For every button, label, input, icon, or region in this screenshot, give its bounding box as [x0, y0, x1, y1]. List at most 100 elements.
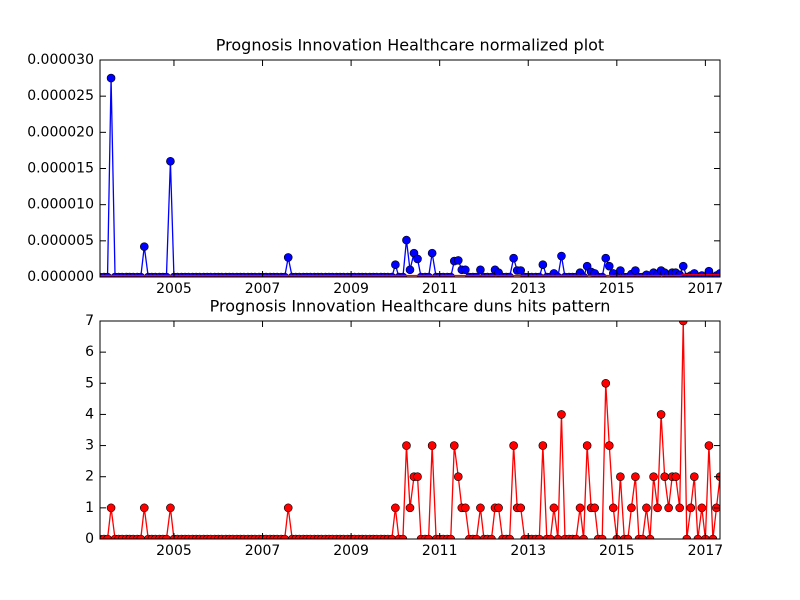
x-tick-label: 2009 [333, 281, 369, 297]
data-point [653, 503, 662, 513]
data-point [557, 251, 566, 261]
x-tick-label: 2011 [422, 543, 458, 559]
x-tick-label: 2005 [156, 543, 192, 559]
data-point [690, 472, 699, 482]
data-point [402, 441, 411, 450]
y-tick-label: 1 [85, 500, 94, 516]
data-point [590, 503, 599, 513]
data-point [538, 441, 548, 450]
data-point [391, 503, 400, 513]
data-point [166, 156, 175, 166]
data-point [162, 534, 171, 539]
data-point [453, 256, 463, 265]
x-tick-label: 2007 [245, 281, 281, 297]
data-point [453, 472, 463, 482]
y-tick-label: 0.000020 [27, 124, 94, 140]
data-point [535, 534, 544, 539]
data-point [509, 253, 518, 263]
y-tick-label: 0 [85, 531, 94, 547]
data-point [398, 534, 408, 539]
data-point [704, 441, 714, 450]
data-point [283, 503, 293, 513]
data-point [575, 503, 585, 513]
x-tick-label: 2017 [688, 543, 724, 559]
data-point [642, 503, 651, 513]
x-tick-label: 2009 [333, 543, 369, 559]
plot-area [100, 321, 720, 539]
data-point [638, 534, 647, 539]
data-point [494, 503, 503, 513]
data-point [461, 503, 470, 513]
data-point [106, 503, 116, 513]
data-point [139, 242, 149, 251]
data-point [391, 260, 400, 270]
y-tick-label: 4 [85, 406, 94, 422]
data-point [516, 266, 526, 275]
y-tick-label: 5 [85, 375, 94, 391]
data-point [505, 534, 514, 539]
data-point [387, 534, 397, 539]
data-point [427, 441, 437, 450]
data-point [678, 261, 688, 271]
series-line [100, 274, 720, 277]
data-point [682, 534, 692, 539]
data-point [516, 503, 526, 513]
data-point [571, 534, 581, 539]
data-point [664, 503, 673, 513]
data-point [582, 441, 592, 450]
y-tick-label: 0.000030 [27, 52, 94, 68]
y-tick-label: 3 [85, 438, 94, 454]
data-point [608, 503, 618, 513]
y-tick-label: 0.000000 [27, 269, 94, 285]
data-point [446, 534, 456, 539]
data-point [487, 534, 496, 539]
data-point [675, 503, 685, 513]
y-tick-label: 0.000025 [27, 88, 94, 104]
data-point [557, 410, 566, 419]
data-point [623, 534, 633, 539]
y-tick-label: 7 [85, 313, 94, 329]
data-point [631, 472, 640, 482]
data-point [645, 534, 655, 539]
data-point [280, 534, 289, 539]
axes-frame [99, 320, 721, 540]
x-tick-label: 2005 [156, 281, 192, 297]
data-point [597, 534, 607, 539]
data-point [708, 534, 718, 539]
y-tick-label: 0.000010 [27, 197, 94, 213]
data-point [604, 261, 614, 271]
data-point [405, 265, 415, 275]
data-point [103, 534, 112, 539]
data-point [697, 503, 707, 513]
data-point [461, 265, 470, 275]
data-point [166, 503, 175, 513]
data-point [424, 534, 433, 539]
data-point [472, 534, 481, 539]
data-point [509, 441, 518, 450]
data-point [283, 253, 293, 262]
data-point [449, 441, 459, 450]
data-point [405, 503, 415, 513]
data-point [616, 472, 625, 482]
x-tick-label: 2017 [688, 281, 724, 297]
data-point [427, 248, 437, 258]
x-tick-label: 2015 [599, 543, 635, 559]
plot-area [100, 73, 720, 277]
data-point [549, 503, 559, 513]
x-tick-label: 2013 [510, 281, 546, 297]
data-point [601, 378, 611, 388]
data-point [660, 472, 669, 482]
data-point [649, 472, 658, 482]
data-point [476, 265, 485, 275]
data-point [139, 503, 149, 513]
data-point [627, 503, 636, 513]
data-point [106, 73, 116, 83]
data-point [693, 534, 703, 539]
data-point [476, 503, 485, 513]
data-point [546, 534, 555, 539]
data-point [538, 260, 548, 270]
x-tick-label: 2007 [245, 543, 281, 559]
data-point [413, 472, 422, 482]
